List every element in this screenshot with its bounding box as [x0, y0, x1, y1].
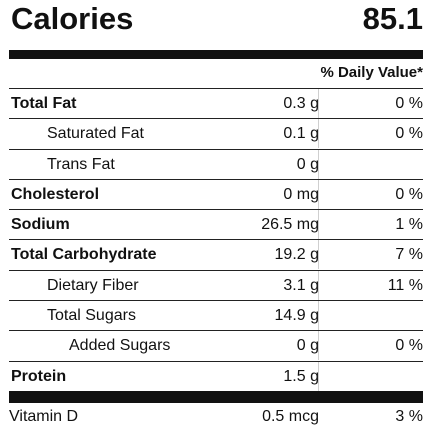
column-divider — [318, 270, 319, 300]
nutrient-amount: 0 mg — [283, 185, 319, 203]
nutrient-amount: 0.1 g — [283, 125, 319, 143]
column-divider — [318, 240, 319, 270]
column-divider — [318, 210, 319, 240]
nutrient-name: Total Sugars — [47, 307, 136, 325]
nutrient-amount: 1.5 g — [283, 367, 319, 385]
calories-value: 85.1 — [362, 1, 423, 36]
nutrition-facts-label: Calories 85.1 % Daily Value* Total Fat 0.… — [9, 0, 423, 430]
column-divider — [318, 331, 319, 361]
nutrient-name: Saturated Fat — [47, 125, 144, 143]
vitamin-name: Vitamin D — [9, 408, 79, 425]
thick-divider-top — [9, 50, 423, 59]
nutrient-name: Protein — [11, 367, 67, 385]
vitamin-row: Vitamin D 0.5 mcg 3 % — [9, 404, 423, 430]
nutrient-name: Sodium — [11, 216, 70, 234]
nutrient-daily-value: 0 % — [395, 95, 423, 112]
column-divider — [318, 301, 319, 331]
nutrient-daily-value: 0 % — [395, 185, 423, 203]
nutrient-table: Total Fat 0.3 g 0 % Saturated Fat 0.1 g 0 % Tr… — [9, 88, 423, 391]
nutrient-amount: 0 g — [296, 155, 319, 173]
nutrient-name: Total Fat — [11, 95, 77, 112]
nutrient-row: Trans Fat 0 g — [9, 148, 423, 179]
vitamin-daily-value: 3 % — [395, 408, 423, 425]
vitamin-amount: 0.5 mcg — [262, 408, 319, 425]
column-divider — [318, 179, 319, 209]
nutrient-daily-value: 0 % — [395, 125, 423, 143]
column-divider — [318, 119, 319, 149]
nutrient-row: Dietary Fiber 3.1 g 11 % — [9, 269, 423, 300]
nutrient-amount: 26.5 mg — [261, 216, 319, 234]
nutrient-row: Total Sugars 14.9 g — [9, 300, 423, 331]
nutrient-daily-value: 0 % — [395, 337, 423, 355]
column-divider — [318, 89, 319, 118]
nutrient-row: Saturated Fat 0.1 g 0 % — [9, 118, 423, 149]
nutrient-name: Dietary Fiber — [47, 276, 139, 294]
nutrient-row: Sodium 26.5 mg 1 % — [9, 209, 423, 240]
calories-row: Calories 85.1 — [9, 0, 423, 44]
nutrient-amount: 3.1 g — [283, 276, 319, 294]
thick-divider-bottom — [9, 391, 423, 403]
daily-value-header: % Daily Value* — [9, 60, 423, 88]
nutrient-name: Trans Fat — [47, 155, 115, 173]
nutrient-amount: 14.9 g — [274, 307, 319, 325]
column-divider — [318, 149, 319, 179]
nutrient-daily-value: 7 % — [395, 246, 423, 264]
nutrient-row: Total Fat 0.3 g 0 % — [9, 88, 423, 118]
nutrient-row: Protein 1.5 g — [9, 360, 423, 391]
nutrient-amount: 19.2 g — [274, 246, 319, 264]
nutrient-row: Cholesterol 0 mg 0 % — [9, 178, 423, 209]
nutrient-amount: 0.3 g — [283, 95, 319, 112]
nutrient-row: Added Sugars 0 g 0 % — [9, 330, 423, 361]
nutrient-amount: 0 g — [296, 337, 319, 355]
nutrient-name: Added Sugars — [69, 337, 171, 355]
daily-value-header-text: % Daily Value* — [320, 64, 423, 81]
column-divider — [318, 361, 319, 391]
nutrient-row: Total Carbohydrate 19.2 g 7 % — [9, 239, 423, 270]
nutrient-daily-value: 11 % — [387, 276, 423, 294]
nutrient-name: Cholesterol — [11, 185, 100, 203]
nutrient-daily-value: 1 % — [395, 216, 423, 234]
nutrient-name: Total Carbohydrate — [11, 246, 157, 264]
calories-label: Calories — [11, 1, 134, 36]
